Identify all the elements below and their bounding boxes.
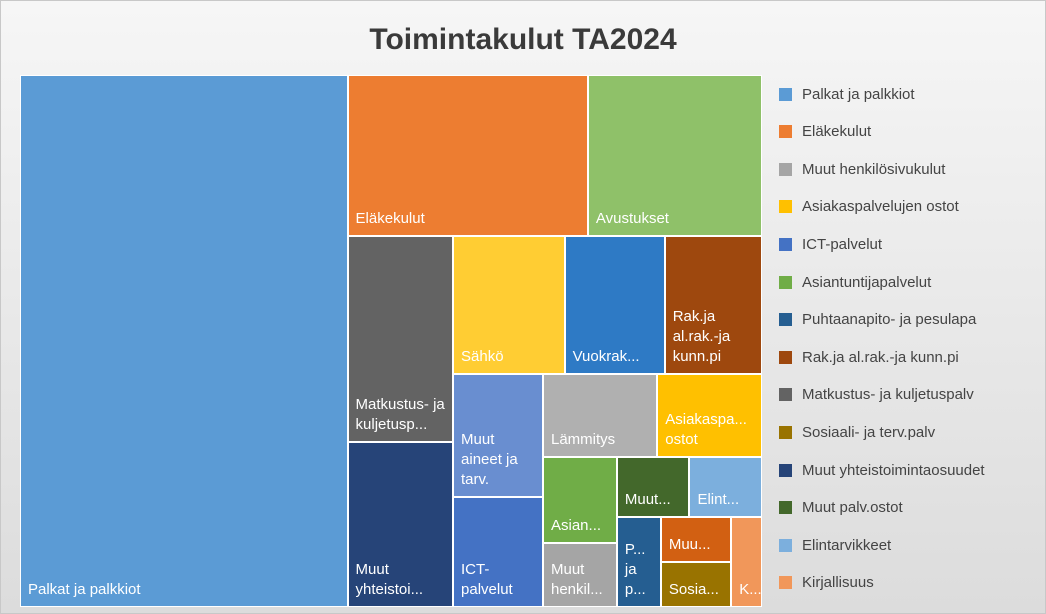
legend-label: Asiantuntijapalvelut bbox=[802, 273, 932, 291]
tile-label: Vuokrak... bbox=[572, 348, 640, 366]
legend-swatch bbox=[779, 275, 792, 289]
tile-label: K... bbox=[739, 580, 762, 598]
tile-label: ICT-palvelut bbox=[461, 560, 513, 598]
tile: Muu... bbox=[660, 517, 732, 563]
legend-label: Elintarvikkeet bbox=[802, 536, 892, 554]
tile-label: Asiakaspa... ostot bbox=[665, 411, 747, 449]
legend-entry: Muut palv.ostot bbox=[779, 498, 903, 518]
legend-swatch bbox=[779, 237, 792, 251]
legend-label: Asiakaspalvelujen ostot bbox=[802, 198, 959, 216]
legend-label: Rak.ja al.rak.-ja kunn.pi bbox=[802, 348, 959, 366]
tile: Avustukset bbox=[587, 75, 762, 237]
legend-label: Matkustus- ja kuljetuspalv bbox=[802, 386, 974, 404]
legend-swatch bbox=[779, 576, 792, 590]
tile-label: Muut yhteistoi... bbox=[355, 560, 424, 598]
legend-swatch bbox=[779, 200, 792, 214]
legend-label: ICT-palvelut bbox=[802, 235, 883, 253]
tile: Muut yhteistoi... bbox=[347, 442, 454, 607]
legend-entry: Puhtaanapito- ja pesulapa bbox=[779, 310, 976, 330]
tile: Palkat ja palkkiot bbox=[20, 75, 348, 607]
legend-entry: Matkustus- ja kuljetuspalv bbox=[779, 385, 974, 405]
tile-label: Lämmitys bbox=[551, 431, 616, 449]
chart-title: Toimintakulut TA2024 bbox=[369, 23, 677, 56]
legend-swatch bbox=[779, 313, 792, 327]
tile: Lämmitys bbox=[543, 374, 658, 458]
tile: Sosia... bbox=[660, 562, 732, 607]
tile: Rak.ja al.rak.-ja kunn.pi bbox=[664, 236, 762, 375]
tile-label: P... ja p... bbox=[624, 540, 646, 598]
legend-swatch bbox=[779, 125, 792, 139]
legend-label: Muut palv.ostot bbox=[802, 499, 903, 517]
tile: K... bbox=[731, 517, 762, 607]
legend-entry: Muut yhteistoimintaosuudet bbox=[779, 460, 985, 480]
tile: Matkustus- ja kuljetusp... bbox=[347, 236, 454, 443]
legend-entry: Asiantuntijapalvelut bbox=[779, 272, 931, 292]
legend-swatch bbox=[779, 463, 792, 477]
legend-entry: Rak.ja al.rak.-ja kunn.pi bbox=[779, 347, 959, 367]
tile-label: Palkat ja palkkiot bbox=[28, 581, 141, 598]
legend-label: Muut henkilösivukulut bbox=[802, 160, 946, 178]
tile-label: Muut aineet ja tarv. bbox=[461, 431, 518, 489]
tile: Sähkö bbox=[453, 236, 565, 375]
legend-label: Puhtaanapito- ja pesulapa bbox=[802, 311, 977, 329]
legend-entry: Muut henkilösivukulut bbox=[779, 159, 945, 179]
tile-label: Avustukset bbox=[595, 210, 669, 228]
legend-swatch bbox=[779, 162, 792, 176]
legend-swatch bbox=[779, 501, 792, 515]
legend-label: Sosiaali- ja terv.palv bbox=[802, 423, 936, 441]
tile-label: Muu... bbox=[668, 536, 711, 554]
legend-swatch bbox=[779, 538, 792, 552]
tile: Vuokrak... bbox=[564, 236, 665, 375]
legend-label: Muut yhteistoimintaosuudet bbox=[802, 461, 985, 479]
tile-label: Asian... bbox=[551, 516, 602, 534]
legend-swatch bbox=[779, 350, 792, 364]
tile: Asiakaspa... ostot bbox=[657, 374, 762, 458]
tile-label: Sosia... bbox=[668, 580, 719, 598]
tile: Muut henkil... bbox=[543, 542, 617, 607]
legend-swatch bbox=[779, 425, 792, 439]
tile-label: Muut... bbox=[624, 491, 671, 509]
legend-entry: Elintarvikkeet bbox=[779, 535, 891, 555]
tile: Muut... bbox=[616, 457, 690, 518]
tile: Muut aineet ja tarv. bbox=[453, 374, 543, 498]
legend-label: Palkat ja palkkiot bbox=[802, 85, 915, 103]
tile-label: Matkustus- ja kuljetusp... bbox=[355, 396, 445, 434]
tile: Asian... bbox=[543, 457, 617, 543]
tile-label: Muut henkil... bbox=[551, 560, 603, 598]
tile-label: Elint... bbox=[697, 491, 740, 509]
tile: Eläkekulut bbox=[347, 75, 588, 237]
legend-swatch bbox=[779, 388, 792, 402]
tile-label: Sähkö bbox=[461, 348, 504, 366]
tile: ICT-palvelut bbox=[453, 497, 543, 607]
legend-entry: Palkat ja palkkiot bbox=[779, 84, 915, 104]
tile: P... ja p... bbox=[616, 517, 661, 607]
legend-label: Kirjallisuus bbox=[802, 574, 874, 592]
tile-label: Eläkekulut bbox=[355, 210, 425, 228]
legend-swatch bbox=[779, 87, 792, 101]
tile-label: Rak.ja al.rak.-ja kunn.pi bbox=[672, 308, 731, 366]
legend-entry: Asiakaspalvelujen ostot bbox=[779, 197, 959, 217]
legend-entry: Kirjallisuus bbox=[779, 573, 874, 593]
legend-entry: ICT-palvelut bbox=[779, 234, 882, 254]
legend-entry: Eläkekulut bbox=[779, 122, 871, 142]
legend-label: Eläkekulut bbox=[802, 123, 872, 141]
tile: Elint... bbox=[689, 457, 762, 518]
legend-entry: Sosiaali- ja terv.palv bbox=[779, 422, 935, 442]
